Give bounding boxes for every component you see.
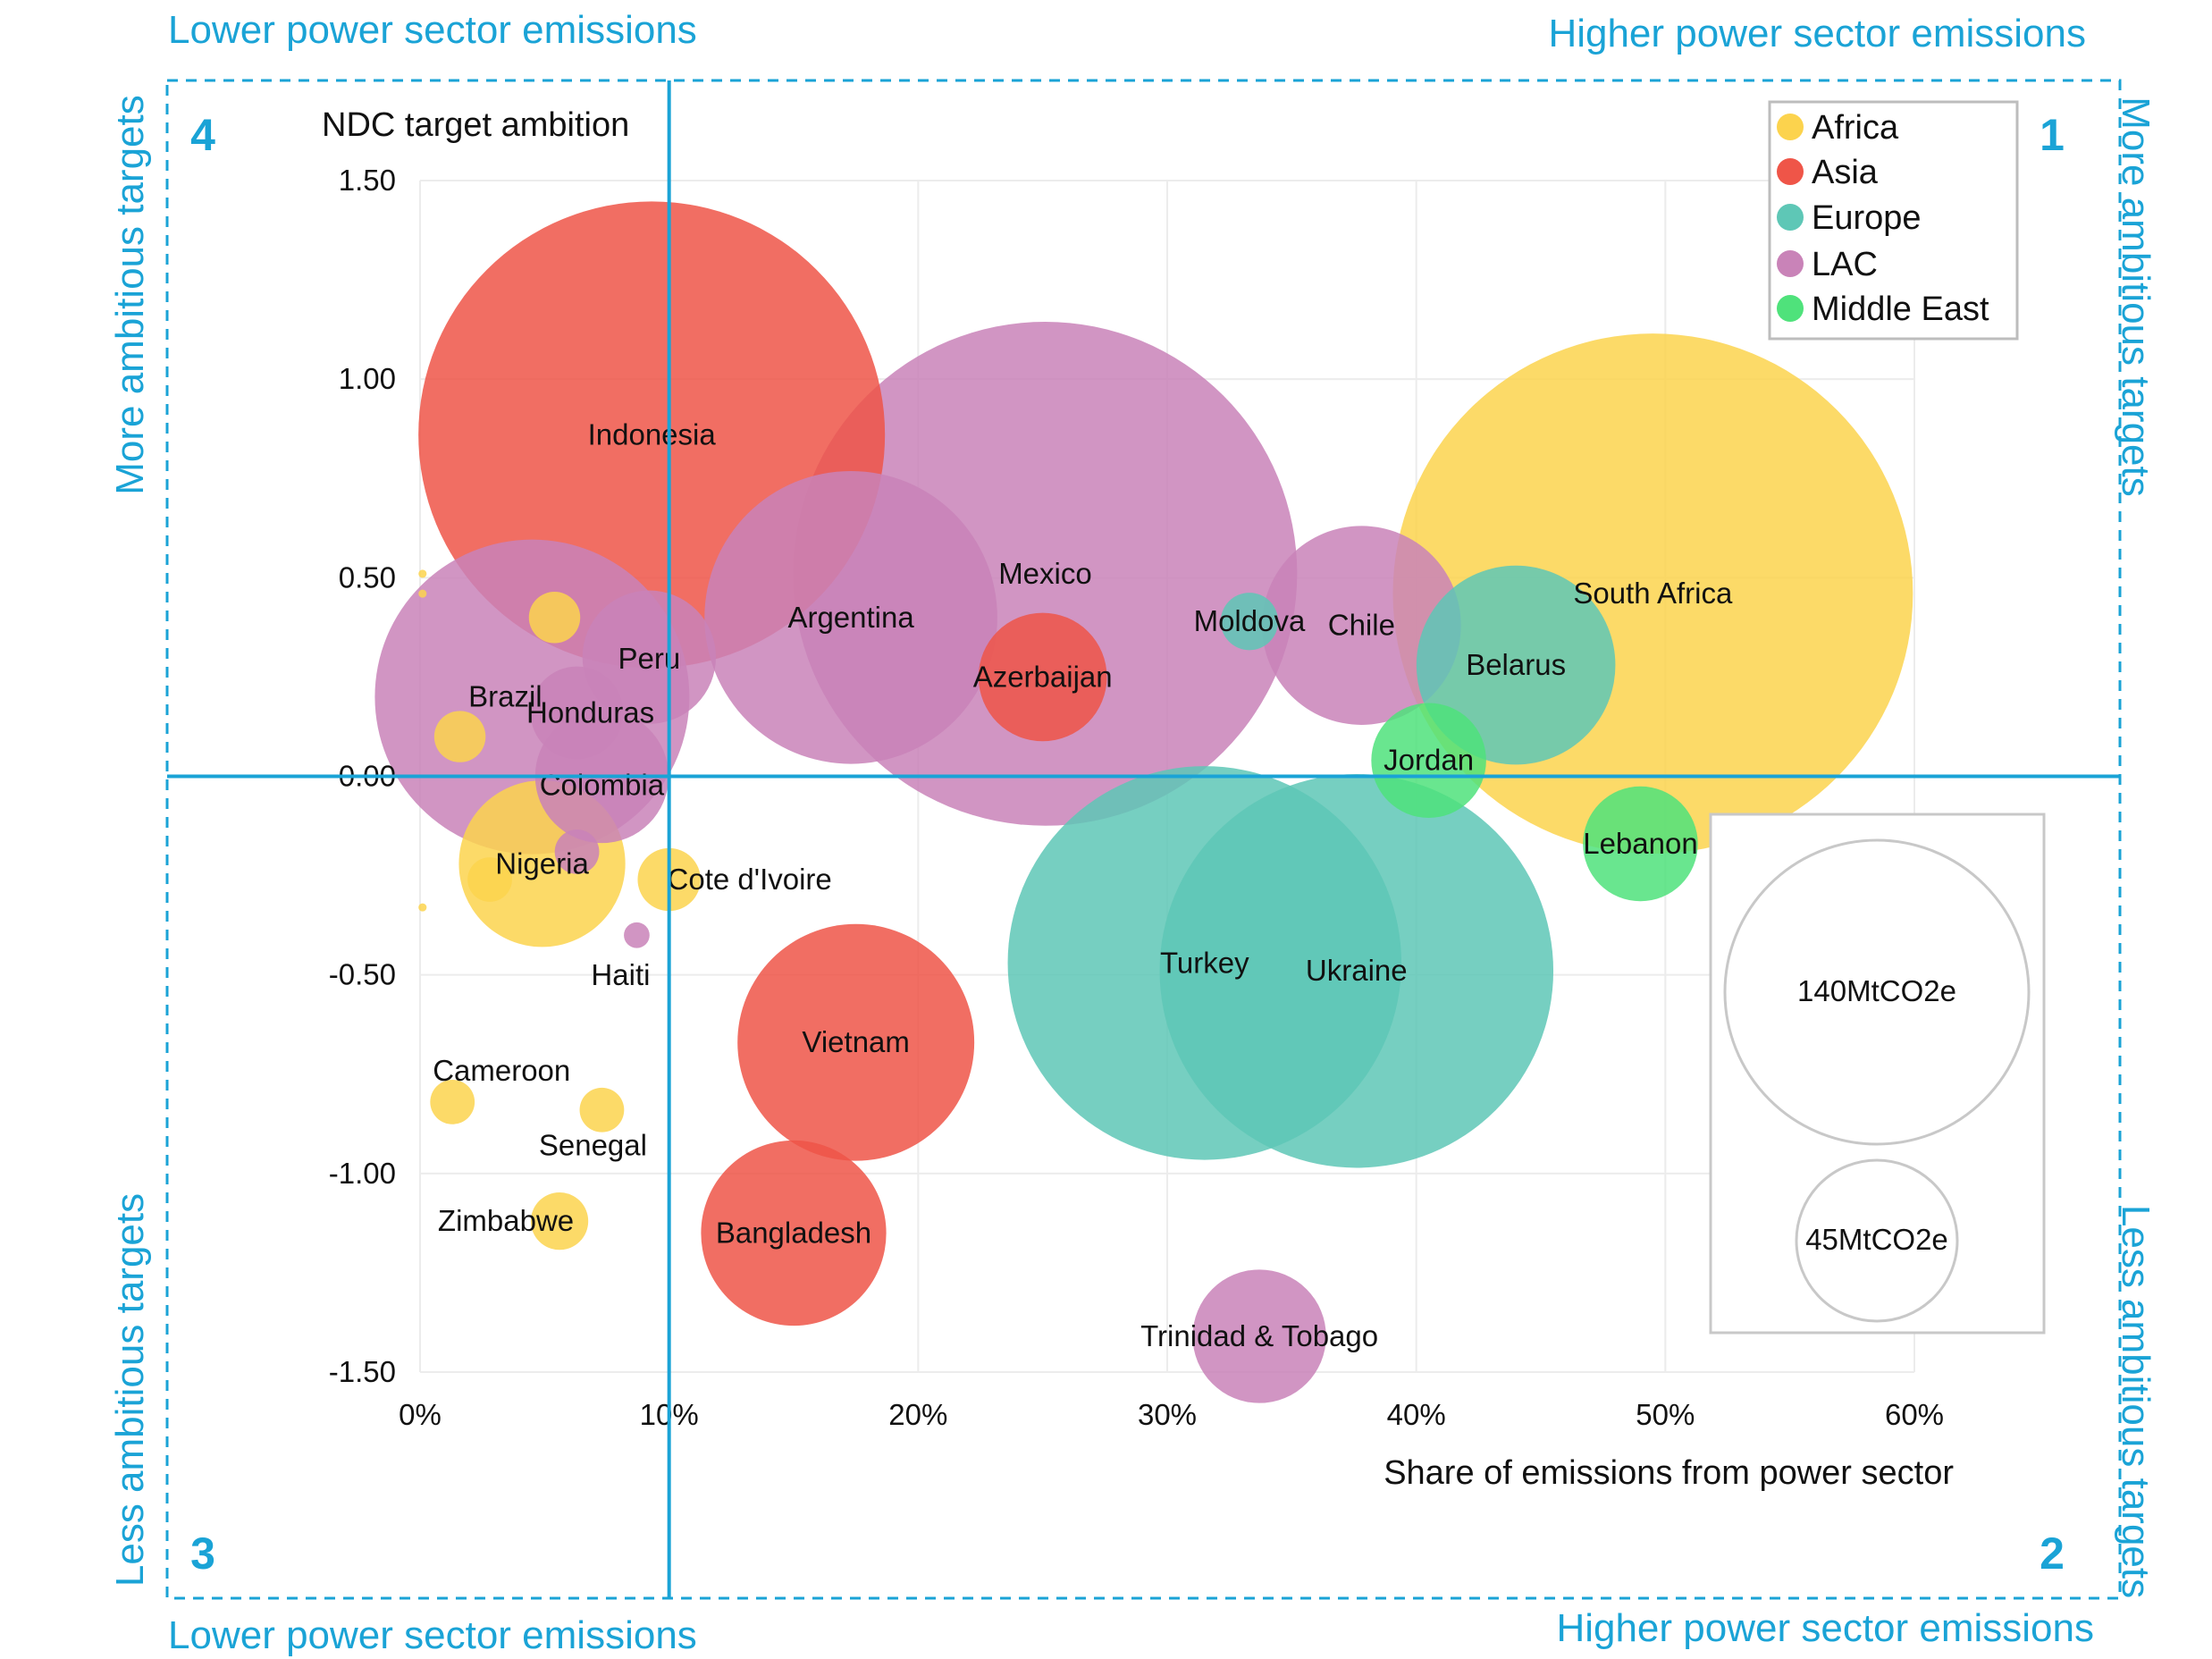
point-label-mexico: Mexico: [998, 557, 1092, 590]
point-label-honduras: Honduras: [526, 695, 654, 728]
bubble-trinidad-tobago: [1192, 1269, 1326, 1403]
point-label-senegal: Senegal: [539, 1129, 647, 1162]
bubble-jordan: [1371, 703, 1486, 818]
size-legend-circle-large: [1723, 838, 2031, 1146]
quadrant-label-bottom-left: Lower power sector emissions: [168, 1613, 697, 1657]
quadrant-number-3: 3: [190, 1528, 215, 1579]
point-label-chile: Chile: [1328, 609, 1395, 642]
bubble-honduras: [530, 666, 624, 760]
x-tick-label: 0%: [399, 1398, 442, 1431]
bubble-unlabeled-africa: [433, 711, 486, 762]
quadrant-label-top-right: Higher power sector emissions: [1548, 12, 2086, 55]
y-axis-title: NDC target ambition: [322, 106, 629, 144]
y-tick-label: -1.00: [329, 1157, 396, 1190]
size-legend-label-small: 45MtCO2e: [1805, 1223, 1948, 1256]
y-tick-label: -1.50: [329, 1355, 396, 1388]
bubble-chile: [1262, 526, 1461, 725]
y-tick-label: 1.00: [339, 362, 396, 395]
legend-swatch-africa: [1777, 114, 1804, 140]
legend-label-africa: Africa: [1812, 109, 1899, 147]
quadrant-number-4: 4: [190, 110, 215, 160]
y-tick-label: 1.50: [339, 164, 396, 197]
quadrant-label-bottom-right: Higher power sector emissions: [1556, 1606, 2094, 1650]
side-label-left-top: More ambitious targets: [108, 95, 152, 495]
bubble-cameroon: [430, 1079, 475, 1124]
side-label-left-bottom: Less ambitious targets: [108, 1193, 152, 1587]
quadrant-number-2: 2: [2040, 1528, 2065, 1579]
x-axis-title: Share of emissions from power sector: [1384, 1454, 1954, 1492]
point-label-brazil: Brazil: [468, 680, 542, 713]
bubble-haiti: [624, 922, 650, 948]
point-label-argentina: Argentina: [787, 601, 914, 634]
x-tick-label: 60%: [1885, 1398, 1944, 1431]
size-legend-label-large: 140MtCO2e: [1797, 974, 1956, 1007]
bubble-unlabeled-africa: [418, 589, 427, 598]
point-label-azerbaijan: Azerbaijan: [973, 660, 1113, 693]
point-label-turkey: Turkey: [1160, 946, 1249, 979]
size-legend: 140MtCO2e 45MtCO2e: [1709, 813, 2046, 1335]
y-tick-label: 0.50: [339, 560, 396, 594]
bubble-bangladesh: [701, 1140, 887, 1326]
bubble-unlabeled-africa: [418, 569, 427, 578]
point-label-south-africa: South Africa: [1573, 577, 1733, 610]
quadrant-number-1: 1: [2040, 110, 2065, 160]
point-label-belarus: Belarus: [1466, 648, 1566, 681]
point-label-haiti: Haiti: [591, 958, 650, 991]
bubble-vietnam: [737, 923, 975, 1161]
y-tick-label: -0.50: [329, 958, 396, 991]
point-label-vietnam: Vietnam: [802, 1025, 909, 1058]
bubble-unlabeled-africa: [467, 857, 512, 902]
bubble-lebanon: [1583, 786, 1698, 902]
point-label-ukraine: Ukraine: [1306, 954, 1408, 987]
legend-label-asia: Asia: [1812, 154, 1879, 191]
bubble-senegal: [579, 1087, 625, 1133]
legend-label-lac: LAC: [1812, 246, 1878, 283]
point-label-cote-d-ivoire: Cote d'Ivoire: [668, 863, 832, 896]
bubble-ukraine: [1159, 773, 1554, 1168]
bubble-azerbaijan: [978, 612, 1107, 742]
point-label-nigeria: Nigeria: [495, 846, 589, 880]
point-label-bangladesh: Bangladesh: [716, 1216, 871, 1249]
point-label-colombia: Colombia: [540, 769, 665, 802]
x-tick-label: 40%: [1387, 1398, 1446, 1431]
point-label-moldova: Moldova: [1194, 604, 1306, 637]
bubble-argentina: [704, 470, 997, 764]
legend-swatch-asia: [1777, 158, 1804, 185]
point-label-lebanon: Lebanon: [1583, 827, 1697, 860]
x-tick-label: 20%: [888, 1398, 947, 1431]
legend-swatch-lac: [1777, 250, 1804, 277]
legend-swatch-middle-east: [1777, 295, 1804, 322]
point-label-zimbabwe: Zimbabwe: [438, 1204, 574, 1237]
legend-swatch-europe: [1777, 204, 1804, 231]
legend: Africa Asia Europe LAC Middle East: [1768, 100, 2019, 341]
x-tick-label: 30%: [1138, 1398, 1197, 1431]
side-label-right-bottom: Less ambitious targets: [2114, 1205, 2157, 1598]
point-label-trinidad-tobago: Trinidad & Tobago: [1140, 1319, 1378, 1352]
bubble-unlabeled-africa: [418, 903, 427, 912]
bubble-belarus: [1416, 565, 1616, 765]
bubble-zimbabwe: [530, 1192, 589, 1251]
size-legend-box: [1709, 813, 2046, 1335]
x-tick-label: 50%: [1636, 1398, 1695, 1431]
bubble-moldova: [1220, 593, 1279, 651]
point-labels: Indonesia Mexico South Africa Argentina Azer…: [433, 417, 1733, 1352]
legend-box: [1768, 100, 2019, 341]
bubble-unlabeled-lac: [554, 830, 600, 874]
quadrant-label-top-left: Lower power sector emissions: [168, 8, 697, 52]
point-label-jordan: Jordan: [1384, 744, 1474, 777]
legend-label-europe: Europe: [1812, 199, 1922, 237]
point-label-indonesia: Indonesia: [588, 417, 717, 451]
size-legend-circle-small: [1795, 1158, 1959, 1323]
quadrant-frame: [165, 79, 2122, 1600]
legend-label-middle-east: Middle East: [1812, 291, 1989, 328]
bubble-unlabeled-africa: [528, 592, 581, 644]
point-label-peru: Peru: [618, 642, 681, 675]
point-label-cameroon: Cameroon: [433, 1054, 570, 1087]
side-label-right-top: More ambitious targets: [2114, 97, 2157, 497]
